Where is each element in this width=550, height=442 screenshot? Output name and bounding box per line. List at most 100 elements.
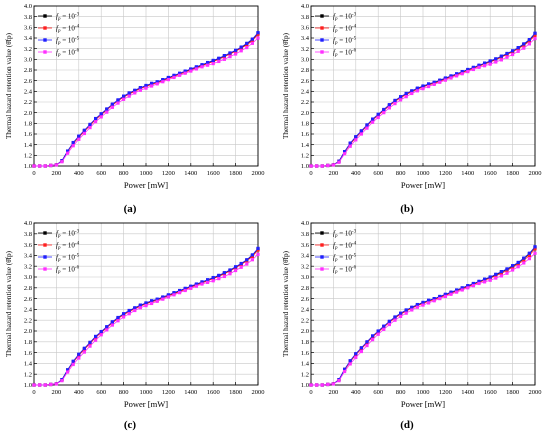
x-tick-label: 800 [119, 170, 129, 177]
x-tick-label: 1800 [506, 389, 519, 396]
data-point [105, 110, 109, 114]
data-point [178, 291, 182, 295]
y-axis-label: Thermal hazard retention value (θ̂fp) [4, 32, 13, 139]
x-tick-label: 800 [119, 389, 129, 396]
data-point [82, 346, 86, 350]
y-tick-label: 2.8 [301, 67, 309, 74]
data-point [533, 33, 537, 37]
legend-a: fp = 10-3 fp = 10-4 fp = 10-5 fp = 10-6 [38, 13, 80, 58]
x-tick-label: 400 [351, 389, 361, 396]
data-point [161, 295, 165, 299]
data-point [432, 82, 436, 86]
data-point [421, 87, 425, 91]
y-tick-label: 2.8 [24, 285, 32, 292]
data-point [505, 51, 509, 56]
data-point [488, 59, 492, 63]
data-point [421, 84, 425, 88]
legend-marker [43, 231, 47, 235]
data-point [88, 344, 92, 348]
x-tick-label: 1400 [461, 389, 474, 396]
data-point [43, 383, 47, 387]
data-point [122, 97, 126, 101]
data-point [371, 334, 375, 338]
data-point [161, 80, 165, 84]
data-point [527, 38, 531, 42]
y-tick-label: 2.0 [24, 328, 32, 335]
data-point [511, 49, 515, 53]
data-point [466, 70, 470, 74]
x-axis-label: Power [mW] [401, 399, 445, 409]
data-point [427, 84, 431, 89]
panel-caption-c: (c) [123, 419, 137, 431]
data-point [256, 246, 260, 250]
data-point [133, 91, 137, 95]
data-point [66, 368, 70, 372]
data-point [239, 265, 243, 269]
data-point [315, 383, 319, 387]
x-tick-label: 1800 [229, 389, 242, 396]
data-point [527, 251, 531, 255]
data-point [217, 273, 221, 277]
x-tick-label: 1000 [140, 170, 153, 177]
data-point [217, 56, 221, 60]
data-point [449, 290, 453, 294]
data-point [438, 294, 442, 299]
data-point [211, 62, 215, 66]
data-point [421, 300, 425, 304]
series-c-4 [32, 252, 260, 387]
data-point [494, 60, 498, 64]
data-point [54, 382, 58, 386]
y-tick-label: 3.6 [301, 25, 310, 32]
data-point [505, 55, 509, 59]
data-point [77, 356, 81, 360]
data-point [172, 73, 176, 77]
data-point [527, 253, 531, 257]
data-point [99, 333, 103, 337]
x-tick-label: 1000 [417, 389, 430, 396]
y-tick-label: 2.8 [301, 285, 309, 292]
data-point [460, 70, 464, 74]
data-point [71, 362, 75, 367]
y-tick-label: 1.8 [24, 121, 32, 128]
data-point [455, 290, 459, 294]
data-point [228, 55, 232, 59]
data-point [138, 303, 142, 307]
data-point [309, 164, 313, 168]
data-point [250, 258, 254, 262]
data-point [505, 268, 509, 273]
series-b-4 [309, 36, 537, 168]
data-point [432, 297, 436, 301]
data-point [477, 281, 481, 286]
y-tick-label: 1.8 [301, 339, 309, 346]
data-point [206, 63, 210, 67]
data-point [455, 72, 459, 76]
y-tick-label: 3.0 [24, 57, 32, 64]
data-point [99, 112, 103, 116]
y-tick-label: 3.2 [24, 46, 32, 53]
data-point [387, 319, 391, 323]
legend-label: fp = 10-5 [56, 37, 80, 47]
data-point [399, 95, 403, 99]
data-point [77, 137, 81, 141]
data-point [122, 312, 126, 316]
data-point [522, 261, 526, 265]
data-point [166, 78, 170, 82]
legend-marker [320, 50, 324, 54]
data-point [488, 278, 492, 282]
legend-label: fp = 10-6 [333, 266, 357, 276]
data-point [122, 94, 126, 98]
data-point [371, 120, 375, 124]
data-point [110, 105, 114, 109]
data-point [206, 278, 210, 282]
legend-marker [320, 267, 324, 271]
data-point [49, 382, 53, 387]
legend-marker [43, 243, 47, 247]
y-tick-label: 1.2 [24, 153, 32, 160]
data-point [533, 247, 537, 251]
x-tick-label: 800 [396, 389, 406, 396]
data-point [477, 279, 481, 283]
x-axis-label: Power [mW] [124, 399, 168, 409]
y-tick-label: 1.0 [301, 163, 309, 170]
data-point [155, 299, 159, 303]
data-point [399, 311, 403, 315]
